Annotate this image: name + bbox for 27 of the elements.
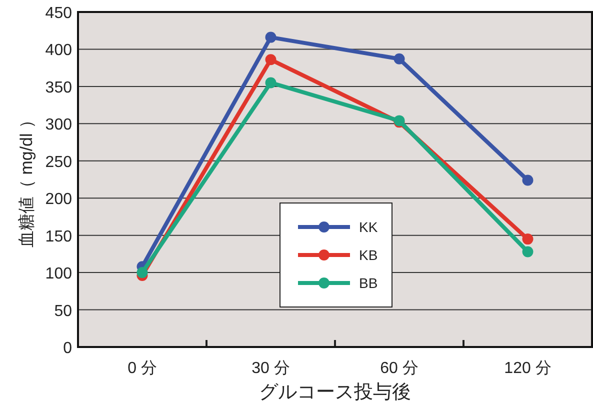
- y-tick-label: 100: [45, 266, 72, 283]
- y-axis-title: 血糖値（ mg/dl ）: [17, 111, 36, 248]
- point: [265, 54, 276, 66]
- x-tick-label: 0 分: [128, 360, 157, 377]
- y-tick-label: 0: [63, 340, 72, 357]
- point: [522, 234, 534, 245]
- y-tick-label: 450: [45, 5, 72, 22]
- point: [136, 267, 148, 278]
- x-tick-label: 120 分: [504, 360, 552, 377]
- legend-label: BB: [359, 275, 378, 291]
- x-tick-label: 30 分: [252, 360, 290, 377]
- y-tick-label: 200: [45, 191, 72, 208]
- y-tick-label: 400: [45, 42, 72, 60]
- y-tick-label: 300: [45, 116, 72, 134]
- legend-label: KB: [359, 247, 378, 263]
- point: [265, 77, 276, 88]
- y-tick-label: 50: [54, 302, 72, 320]
- point: [522, 246, 534, 258]
- y-tick-label: 150: [45, 228, 72, 246]
- y-tick-label: 350: [45, 79, 72, 96]
- point: [522, 174, 534, 186]
- x-tick-label: 60 分: [380, 360, 418, 377]
- y-tick-label: 250: [45, 154, 72, 171]
- x-axis-title: グルコース投与後: [259, 382, 411, 403]
- point: [394, 53, 405, 64]
- legend-label: KK: [359, 219, 378, 235]
- point: [265, 32, 276, 43]
